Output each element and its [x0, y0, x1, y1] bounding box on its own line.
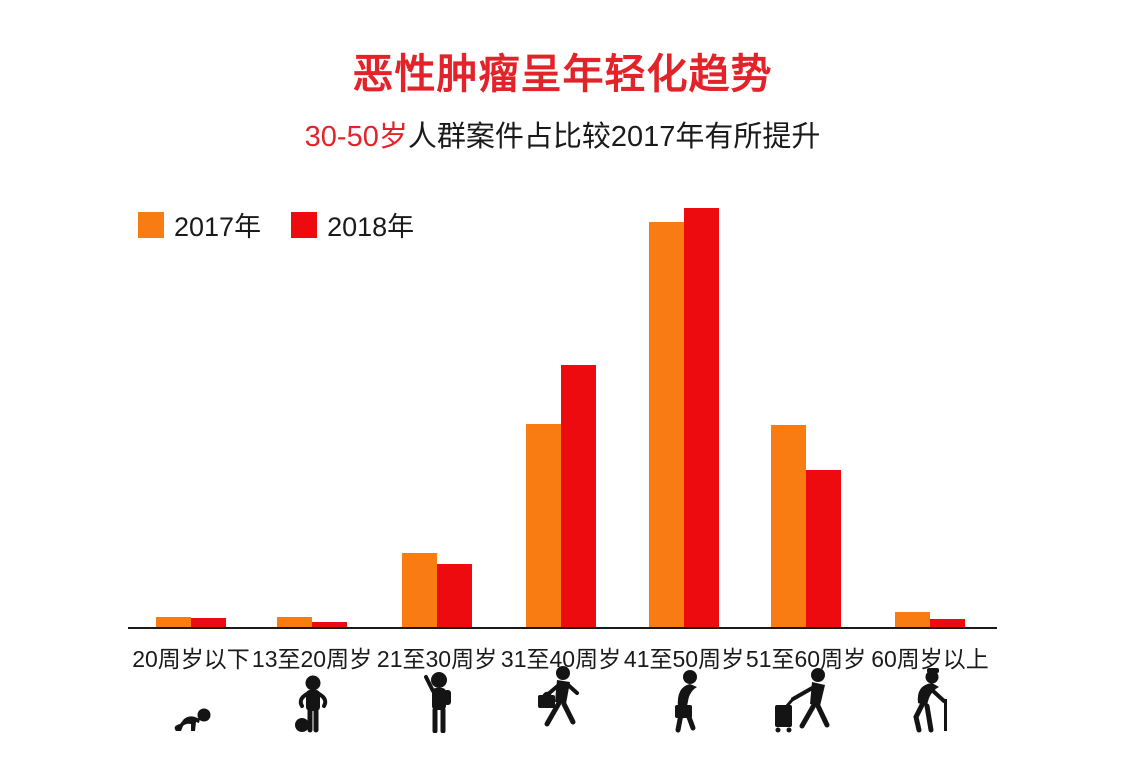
x-axis-label-13至20周岁: 13至20周岁 [251, 646, 373, 672]
x-axis-label-21至30周岁: 21至30周岁 [376, 646, 498, 672]
traveler-with-luggage-icon [770, 667, 842, 733]
commuter-with-briefcase-icon [660, 668, 708, 733]
elderly-with-cane-icon [903, 665, 957, 733]
page-title: 恶性肿瘤呈年轻化趋势 [352, 51, 773, 97]
legend-label-2018: 2018年 [327, 212, 415, 242]
bar-2017年-41至50周岁 [649, 222, 684, 628]
legend-item-2017: 2017年 [138, 205, 261, 244]
bar-2017年-20周岁以下 [156, 617, 191, 628]
legend-item-2018: 2018年 [291, 205, 414, 244]
bar-2017年-13至20周岁 [277, 617, 312, 628]
bar-2017年-21至30周岁 [402, 553, 437, 628]
bar-2018年-60周岁以上 [930, 619, 965, 628]
x-axis-label-20周岁以下: 20周岁以下 [132, 646, 250, 672]
bar-2018年-21至30周岁 [437, 564, 472, 628]
crawling-baby-icon [169, 705, 213, 733]
subtitle-rest: 人群案件占比较2017年有所提升 [407, 121, 821, 153]
page-subtitle: 30-50岁人群案件占比较2017年有所提升 [0, 113, 1125, 155]
legend-swatch-2018-icon [291, 211, 318, 238]
bar-2018年-31至40周岁 [561, 365, 596, 628]
bar-2018年-41至50周岁 [684, 208, 719, 628]
bar-2018年-13至20周岁 [312, 622, 347, 628]
legend-swatch-2017-icon [138, 211, 164, 238]
legend: 2017年 2018年 [138, 205, 414, 244]
bar-2017年-31至40周岁 [526, 424, 561, 628]
x-axis-label-41至50周岁: 41至50周岁 [623, 646, 745, 672]
bar-2017年-60周岁以上 [895, 612, 930, 628]
businessman-with-briefcase-icon [532, 665, 590, 733]
subtitle-highlight: 30-50岁 [304, 121, 408, 153]
bar-2018年-51至60周岁 [806, 470, 841, 628]
legend-label-2017: 2017年 [174, 212, 262, 242]
bar-2017年-51至60周岁 [771, 425, 806, 628]
bar-2018年-20周岁以下 [191, 618, 226, 628]
x-axis-label-51至60周岁: 51至60周岁 [745, 646, 867, 672]
x-axis-label-60周岁以上: 60周岁以上 [871, 646, 989, 672]
child-with-ball-icon [293, 675, 331, 733]
student-raising-hand-icon [418, 670, 456, 734]
x-axis-line [128, 627, 997, 629]
